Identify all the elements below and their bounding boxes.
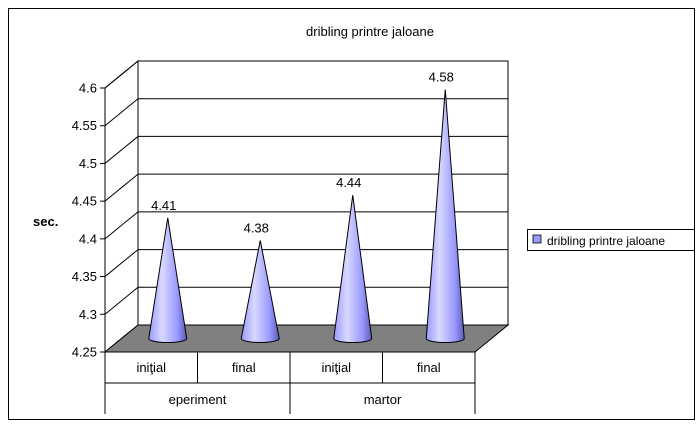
x-tick-label: final <box>232 360 256 375</box>
gridline <box>104 286 508 315</box>
series-cones: 4.41 4.38 4.44 4.58 <box>148 70 465 343</box>
data-label: 4.41 <box>151 198 176 213</box>
legend-label: dribling printre jaloane <box>547 234 665 248</box>
legend-box <box>527 229 695 251</box>
y-tick-label: 4.55 <box>72 118 97 133</box>
x-group-label: martor <box>364 392 402 407</box>
chart-title: dribling printre jaloane <box>306 24 434 39</box>
y-tick-labels: 4.25 4.3 4.35 4.4 4.45 4.5 4.55 4.6 <box>72 81 106 360</box>
x-axis: iniţial final iniţial final eperiment martor <box>104 351 476 414</box>
gridline <box>104 173 508 202</box>
data-label: 4.44 <box>336 175 361 190</box>
legend: dribling printre jaloane <box>527 229 695 251</box>
y-tick-label: 4.5 <box>79 156 97 171</box>
cone-shape <box>240 240 280 343</box>
cone-bar: 4.38 <box>240 220 280 343</box>
x-tick-label: iniţial <box>136 360 166 375</box>
cone-bar: 4.58 <box>425 70 465 343</box>
y-tick-label: 4.45 <box>72 194 97 209</box>
x-tick-label: iniţial <box>321 360 351 375</box>
x-group-label: eperiment <box>169 392 227 407</box>
cone-shape <box>148 217 188 343</box>
y-tick-label: 4.3 <box>79 307 97 322</box>
cone-bar: 4.41 <box>148 198 188 343</box>
data-label: 4.38 <box>244 220 269 235</box>
y-tick-label: 4.6 <box>79 81 97 96</box>
gridline <box>104 135 508 164</box>
y-tick-label: 4.35 <box>72 269 97 284</box>
side-wall <box>104 59 139 354</box>
cone-shape <box>425 89 465 343</box>
y-axis-label: sec. <box>33 214 58 229</box>
x-tick-label: final <box>417 360 441 375</box>
gridline <box>104 211 508 240</box>
grid-layer <box>104 60 508 315</box>
gridline <box>104 249 508 277</box>
gridline <box>104 60 508 89</box>
gridline <box>104 98 508 127</box>
cone-bar: 4.44 <box>333 175 373 343</box>
cone-shape <box>333 195 373 343</box>
data-label: 4.58 <box>429 70 454 85</box>
legend-swatch <box>532 234 542 244</box>
y-tick-label: 4.25 <box>72 345 97 360</box>
y-tick-label: 4.4 <box>79 231 97 246</box>
